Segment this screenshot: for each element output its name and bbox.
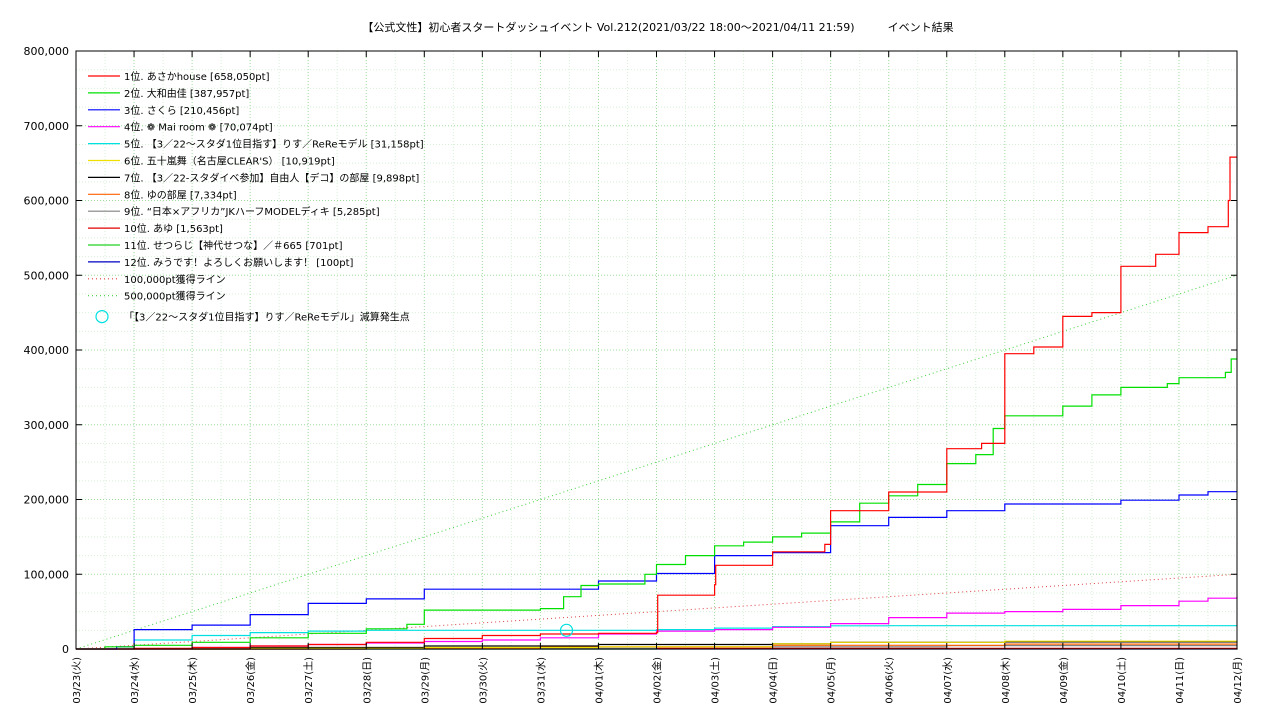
legend-entry: 9位. “日本×アフリカ”JKハーフMODELディキ [5,285pt] [124,205,380,218]
x-tick-label: 03/25(木) [187,657,199,704]
y-tick-label: 800,000 [24,45,70,58]
x-tick-label: 03/26(金) [244,657,257,704]
guide-lines [75,274,1238,650]
x-tick-label: 03/24(水) [129,657,141,704]
x-tick-label: 04/05(月) [826,657,838,704]
y-tick-label: 100,000 [24,568,70,581]
y-axis-ticks: 0 100,000 200,000 300,000 400,000 500,000 600,… [24,45,1237,656]
legend-entry: 100,000pt獲得ライン [124,273,226,286]
legend-entry: 6位. 五十嵐舞（名古屋CLEAR'S） [10,919pt] [124,155,335,168]
series-line [76,156,1237,650]
x-axis-ticks: 03/23(火) 03/24(水) 03/25(木) 03/26(金) 03/27(土)… [71,51,1244,704]
legend-entry: 「【3／22〜スタダ1位目指す】りす／ReReモデル」減算発生点 [124,311,410,324]
markers [559,623,574,637]
legend-entry: 5位. 【3／22〜スタダ1位目指す】りす／ReReモデル [31,158pt] [124,138,424,151]
series-line [76,358,1237,650]
y-tick-label: 600,000 [24,195,70,208]
legend-entry: 8位. ゆの部屋 [7,334pt] [124,188,237,201]
x-tick-label: 04/09(金) [1057,657,1070,704]
y-tick-label: 0 [62,643,69,656]
x-tick-label: 03/27(土) [302,657,315,704]
legend-entry: 11位. せつらじ【神代せつな】／＃665 [701pt] [124,239,343,252]
x-tick-label: 04/06(火) [884,657,896,704]
legend-entry: 3位. さくら [210,456pt] [124,104,239,117]
x-tick-label: 03/28(日) [362,657,373,704]
x-tick-label: 04/10(土) [1115,657,1128,704]
x-tick-label: 04/01(木) [593,657,605,704]
y-tick-label: 200,000 [24,494,70,507]
legend-entry: 7位. 【3／22-スタダイベ参加】自由人【デコ】の部屋 [9,898pt] [124,171,419,184]
x-tick-label: 03/23(火) [71,657,83,704]
x-tick-label: 04/12(月) [1232,657,1244,704]
y-tick-label: 700,000 [24,120,70,133]
y-tick-label: 400,000 [24,344,70,357]
legend-entry: 10位. あゆ [1,563pt] [124,222,223,235]
x-tick-label: 04/04(日) [769,657,780,704]
x-tick-label: 03/30(火) [477,657,489,704]
x-tick-label: 04/11(日) [1175,657,1186,704]
y-tick-label: 500,000 [24,269,70,282]
x-tick-label: 04/07(水) [942,657,954,704]
legend-entry: 1位. あさかhouse [658,050pt] [124,70,270,83]
legend-entry: 4位. ❁ Mai room ❁ [70,074pt] [124,121,273,134]
y-tick-label: 300,000 [24,419,70,432]
legend: 1位. あさかhouse [658,050pt] 2位. 大和由佳 [387,95… [88,70,424,324]
legend-entry: 2位. 大和由佳 [387,957pt] [124,87,249,100]
x-tick-label: 04/02(金) [651,657,664,704]
x-tick-label: 04/03(土) [709,657,722,704]
legend-entry: 12位. みうです！よろしくお願いします！ [100pt] [124,256,354,269]
deduction-marker [559,623,574,637]
legend-marker-swatch [95,310,109,324]
grid [75,50,1238,650]
legend-entry: 500,000pt獲得ライン [124,290,226,303]
guide-line [75,274,1238,650]
chart-title: 【公式文性】初心者スタートダッシュイベント Vol.212(2021/03/22… [362,20,953,34]
x-tick-label: 04/08(木) [1000,657,1012,704]
series-line [76,625,1237,650]
x-tick-label: 03/31(水) [535,657,547,704]
x-tick-label: 03/29(月) [419,657,431,704]
